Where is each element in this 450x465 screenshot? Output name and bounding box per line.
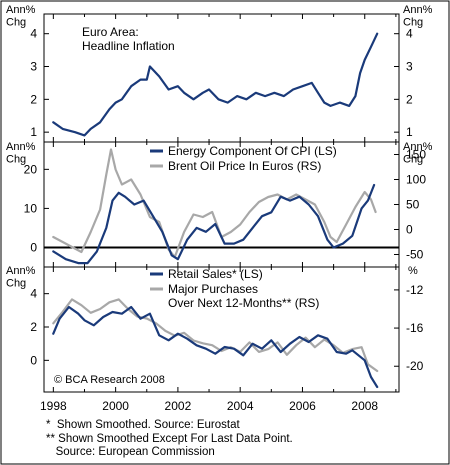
panel-3-y-left-tick-label: 0	[30, 353, 37, 367]
panel-3-y-right-tick-label: -16	[406, 321, 424, 335]
footnote-3: Source: European Commission	[46, 446, 215, 458]
panel-1-y-left-tick-label: 3	[30, 60, 37, 74]
panel-1-unit-left: Ann% Chg	[6, 4, 36, 29]
panel-2-y-right-tick-label: 50	[406, 198, 420, 212]
x-tick-label: 1998	[40, 399, 67, 413]
panel-2-legend-label: Brent Oil Price In Euros (RS)	[168, 159, 321, 173]
panel-1-series-line-ls	[52, 32, 379, 137]
panel-2-series-line-rs	[52, 148, 377, 259]
x-tick-label: 2004	[227, 399, 254, 413]
credit-label: © BCA Research 2008	[54, 374, 165, 386]
panel-2-y-left-tick-label: 20	[24, 162, 38, 176]
panel-2-y-right-tick-label: 100	[406, 173, 426, 187]
panel-3-y-right-tick-label: -12	[406, 283, 424, 297]
panel-1-y-left-tick-label: 1	[30, 125, 37, 139]
x-tick-label: 2000	[102, 399, 129, 413]
footnote-2: ** Shown Smoothed Except For Last Data P…	[46, 433, 293, 445]
panel-3-y-left-tick-label: 2	[30, 320, 37, 334]
panel-2-series-line-ls	[52, 183, 376, 265]
panel-2-y-left-tick-label: 10	[24, 201, 38, 215]
x-tick-label: 2008	[351, 399, 378, 413]
panel-1-y-left-tick-label: 2	[30, 92, 37, 106]
panel-3-y-left-tick-label: 4	[30, 287, 37, 301]
panel-1-y-right-tick-label: 1	[406, 125, 413, 139]
panel-3-y-right-tick-label: -20	[406, 359, 424, 373]
panel-2-y-left-tick-label: 0	[30, 240, 37, 254]
panel-2-unit-right: Ann% Chg	[403, 141, 433, 166]
panel-1-unit-right: Ann% Chg	[403, 4, 433, 29]
panel-3-unit-left: Ann% Chg	[6, 265, 36, 290]
panel-1-y-right-tick-label: 3	[406, 60, 413, 74]
panel-3-series-line-ls	[52, 305, 379, 389]
panel-2-y-right-tick-label: 0	[406, 223, 413, 237]
footnote-1: * Shown Smoothed. Source: Eurostat	[46, 419, 240, 431]
panel-1-title: Euro Area: Headline Inflation	[82, 25, 175, 53]
panel-3-frame	[43, 266, 400, 393]
panel-2-y-right-tick-label: 150	[406, 148, 426, 162]
x-tick-label: 2002	[165, 399, 192, 413]
panel-1-y-left-tick-label: 4	[30, 27, 37, 41]
panel-2-y-right-tick-label: -50	[406, 248, 424, 262]
panel-1-y-right-tick-label: 2	[406, 92, 413, 106]
panel-3-unit-right: %	[408, 265, 418, 277]
panel-3-legend-label: Major Purchases Over Next 12-Months** (RS…	[168, 282, 319, 310]
panel-2-legend-label: Energy Component Of CPI (LS)	[168, 144, 337, 158]
x-tick-label: 2006	[289, 399, 316, 413]
panel-2-unit-left: Ann% Chg	[6, 141, 36, 166]
panel-3-legend-label: Retail Sales* (LS)	[168, 267, 263, 281]
panel-1-y-right-tick-label: 4	[406, 27, 413, 41]
panel-3-series-line-rs	[52, 298, 379, 373]
